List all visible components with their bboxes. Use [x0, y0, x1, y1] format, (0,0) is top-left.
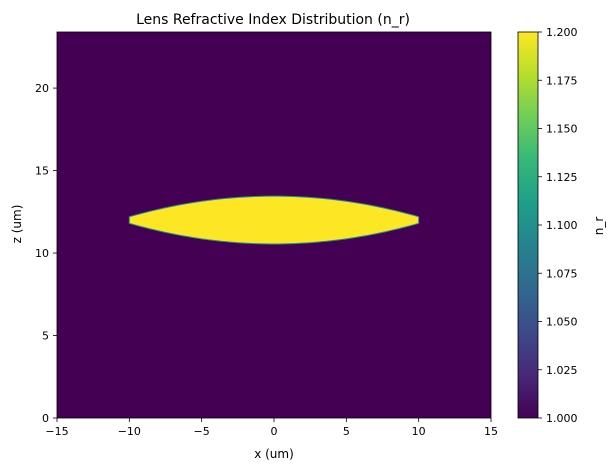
colorbar-tick-label: 1.075 [546, 267, 578, 280]
y-tick-label: 15 [35, 165, 49, 178]
plot-area [57, 32, 491, 418]
colorbar-tick-label: 1.050 [546, 316, 578, 329]
colorbar-tick-label: 1.100 [546, 219, 578, 232]
x-tick-label: −5 [194, 425, 210, 438]
x-tick-label: 5 [343, 425, 350, 438]
colorbar-tick-label: 1.000 [546, 412, 578, 425]
x-tick-label: 10 [412, 425, 426, 438]
y-axis-label: z (um) [10, 205, 24, 244]
y-tick-label: 10 [35, 247, 49, 260]
x-axis-label: x (um) [254, 447, 294, 461]
y-tick-label: 0 [42, 412, 49, 425]
y-tick-label: 5 [42, 330, 49, 343]
colorbar-tick-label: 1.175 [546, 74, 578, 87]
x-tick-label: 0 [271, 425, 278, 438]
colorbar-tick-label: 1.200 [546, 26, 578, 39]
x-tick-label: −10 [118, 425, 141, 438]
lens-region [128, 195, 420, 245]
x-tick-label: −15 [45, 425, 68, 438]
x-tick-label: 15 [484, 425, 498, 438]
colorbar-tick-label: 1.150 [546, 123, 578, 136]
chart-title: Lens Refractive Index Distribution (n_r) [136, 12, 410, 28]
colorbar-tick-label: 1.025 [546, 364, 578, 377]
colorbar: 1.000 1.025 1.050 1.075 1.100 1.125 1.150 1.175… [517, 26, 578, 425]
y-tick-label: 20 [35, 82, 49, 95]
colorbar-label: n_r [592, 217, 606, 236]
colorbar-tick-label: 1.125 [546, 171, 578, 184]
axes: −15 −10 −5 0 5 10 15 0 5 10 15 20 [35, 31, 498, 438]
colorbar-gradient [518, 32, 538, 418]
